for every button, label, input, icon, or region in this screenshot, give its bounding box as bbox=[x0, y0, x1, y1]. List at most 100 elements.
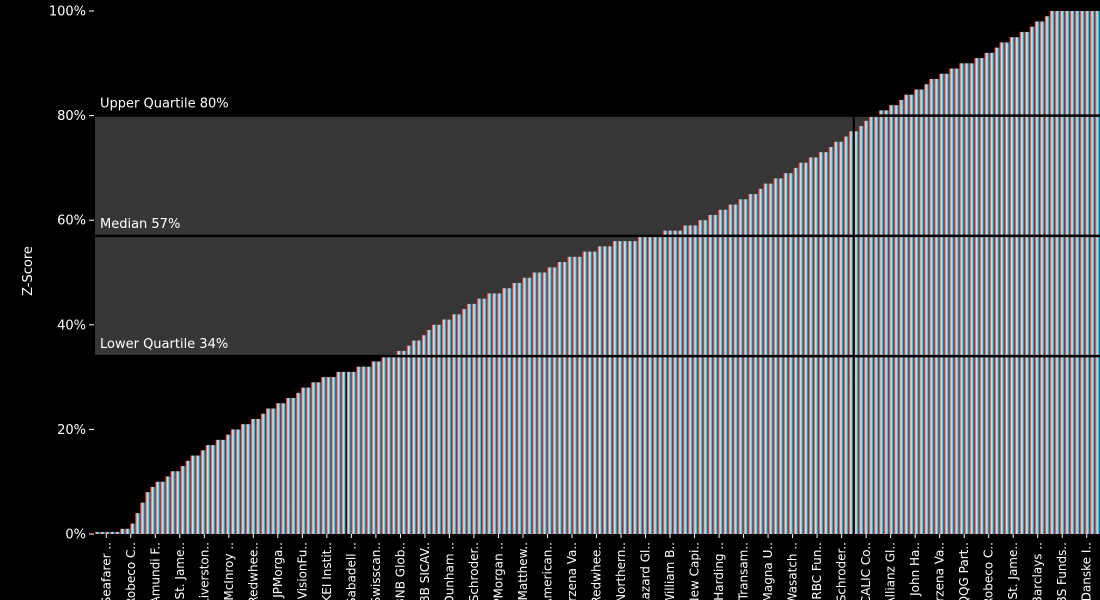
bar bbox=[713, 214, 719, 534]
bar bbox=[914, 89, 920, 534]
x-tick-label: Sabadell .. bbox=[344, 542, 358, 600]
y-tick-label: 60% bbox=[57, 214, 86, 229]
bar bbox=[788, 173, 795, 534]
bar bbox=[909, 94, 915, 535]
bar bbox=[984, 52, 991, 535]
x-tick-label: William B.. bbox=[663, 542, 677, 600]
bar bbox=[522, 277, 528, 534]
x-tick-label: Northern.. bbox=[614, 542, 628, 600]
bar bbox=[1084, 11, 1091, 534]
bar bbox=[1059, 11, 1066, 534]
x-tick-label: Dunham .. bbox=[442, 542, 456, 600]
y-axis-label: Z-Score bbox=[21, 246, 36, 296]
bar bbox=[607, 246, 614, 534]
bar bbox=[391, 356, 398, 534]
bar bbox=[486, 293, 493, 534]
bar bbox=[823, 152, 830, 534]
bar bbox=[311, 382, 317, 534]
bar bbox=[1014, 37, 1021, 535]
bar bbox=[939, 73, 945, 534]
x-tick-label: Arzena Va.. bbox=[565, 542, 579, 600]
bar bbox=[572, 256, 579, 534]
y-tick-label: 20% bbox=[57, 423, 86, 438]
x-tick-label: Allianz Gl.. bbox=[884, 542, 898, 600]
bar bbox=[361, 366, 367, 534]
bar bbox=[180, 466, 187, 534]
bar bbox=[416, 340, 423, 534]
bar bbox=[240, 424, 247, 534]
bar bbox=[637, 235, 644, 534]
bar bbox=[622, 241, 629, 534]
bar bbox=[225, 434, 232, 534]
bar bbox=[883, 110, 890, 535]
bar bbox=[1029, 26, 1036, 534]
x-tick-label: Redwhee.. bbox=[590, 542, 604, 600]
x-tick-label: VisionFu.. bbox=[295, 542, 309, 599]
bar bbox=[652, 235, 659, 534]
bar bbox=[1074, 11, 1081, 534]
bar bbox=[497, 293, 503, 534]
bar bbox=[250, 418, 257, 534]
bar bbox=[160, 481, 166, 534]
bar bbox=[190, 455, 197, 534]
bar bbox=[602, 246, 609, 534]
bar bbox=[185, 460, 192, 534]
bar bbox=[100, 531, 106, 534]
bar bbox=[632, 241, 639, 534]
bar bbox=[421, 335, 428, 534]
bar bbox=[813, 157, 820, 534]
bar bbox=[692, 225, 699, 534]
bar bbox=[768, 183, 774, 534]
bar bbox=[969, 63, 975, 535]
bar bbox=[793, 167, 800, 534]
bar bbox=[471, 303, 478, 534]
x-tick-label: New Capi.. bbox=[688, 542, 702, 600]
bar bbox=[195, 455, 202, 534]
bar bbox=[994, 47, 1001, 535]
bar bbox=[245, 424, 252, 534]
bar bbox=[989, 52, 996, 535]
bar bbox=[577, 256, 584, 534]
bar bbox=[170, 471, 177, 534]
bar bbox=[919, 89, 925, 534]
reference-line-label: Upper Quartile 80% bbox=[100, 97, 229, 112]
bar bbox=[647, 235, 654, 534]
bar bbox=[255, 418, 262, 534]
bar bbox=[235, 429, 242, 534]
bar bbox=[818, 152, 825, 534]
bar bbox=[703, 220, 709, 534]
bar bbox=[351, 371, 357, 534]
bar bbox=[280, 403, 287, 534]
bar bbox=[758, 188, 764, 534]
bar bbox=[848, 131, 855, 535]
x-tick-label: Redwhee.. bbox=[246, 542, 260, 600]
bar bbox=[130, 523, 136, 534]
bar bbox=[481, 298, 488, 534]
bar bbox=[1054, 11, 1061, 534]
bar bbox=[924, 84, 930, 534]
bar bbox=[175, 471, 182, 534]
bar bbox=[441, 319, 448, 534]
bar bbox=[677, 230, 684, 534]
bar bbox=[356, 366, 362, 534]
x-tick-label: KEI Instit.. bbox=[320, 542, 334, 600]
x-tick-label: Robeco C.. bbox=[124, 542, 138, 600]
bar bbox=[838, 141, 845, 534]
bar bbox=[878, 110, 885, 535]
bar bbox=[386, 356, 393, 534]
bar bbox=[904, 94, 910, 535]
bar bbox=[532, 272, 538, 534]
bar bbox=[979, 58, 986, 534]
bar bbox=[682, 225, 689, 534]
x-tick-label: Swisscan.. bbox=[369, 542, 383, 600]
bar bbox=[949, 68, 955, 534]
bar bbox=[321, 377, 327, 534]
bar bbox=[587, 251, 594, 534]
bar bbox=[542, 272, 548, 534]
bar bbox=[401, 350, 408, 534]
bar bbox=[491, 293, 498, 534]
bar bbox=[406, 345, 413, 534]
bar bbox=[316, 382, 322, 534]
bar bbox=[1079, 11, 1086, 534]
highlight-lines bbox=[345, 115, 855, 534]
